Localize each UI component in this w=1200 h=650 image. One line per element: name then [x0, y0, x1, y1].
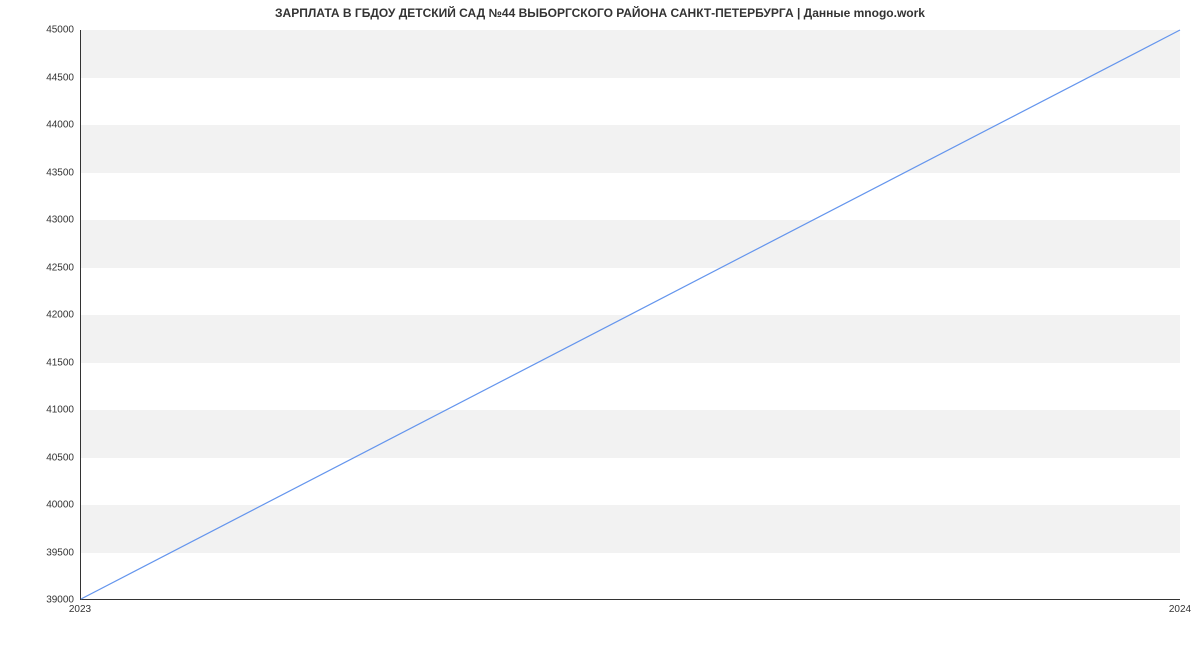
y-tick-label: 39500	[46, 547, 74, 558]
y-tick-label: 42000	[46, 310, 74, 321]
y-tick-label: 45000	[46, 25, 74, 36]
x-tick-label: 2024	[1169, 604, 1191, 615]
chart-title: ЗАРПЛАТА В ГБДОУ ДЕТСКИЙ САД №44 ВЫБОРГС…	[0, 6, 1200, 20]
y-tick-label: 43000	[46, 215, 74, 226]
y-tick-label: 40000	[46, 500, 74, 511]
plot-area	[80, 30, 1180, 600]
y-tick-label: 44500	[46, 72, 74, 83]
y-tick-label: 41500	[46, 357, 74, 368]
y-tick-label: 44000	[46, 120, 74, 131]
y-tick-label: 40500	[46, 452, 74, 463]
x-tick-label: 2023	[69, 604, 91, 615]
y-tick-label: 43500	[46, 167, 74, 178]
line-layer	[81, 30, 1180, 599]
series-line	[81, 30, 1180, 599]
y-tick-label: 41000	[46, 405, 74, 416]
y-tick-label: 42500	[46, 262, 74, 273]
chart-container: ЗАРПЛАТА В ГБДОУ ДЕТСКИЙ САД №44 ВЫБОРГС…	[0, 0, 1200, 650]
